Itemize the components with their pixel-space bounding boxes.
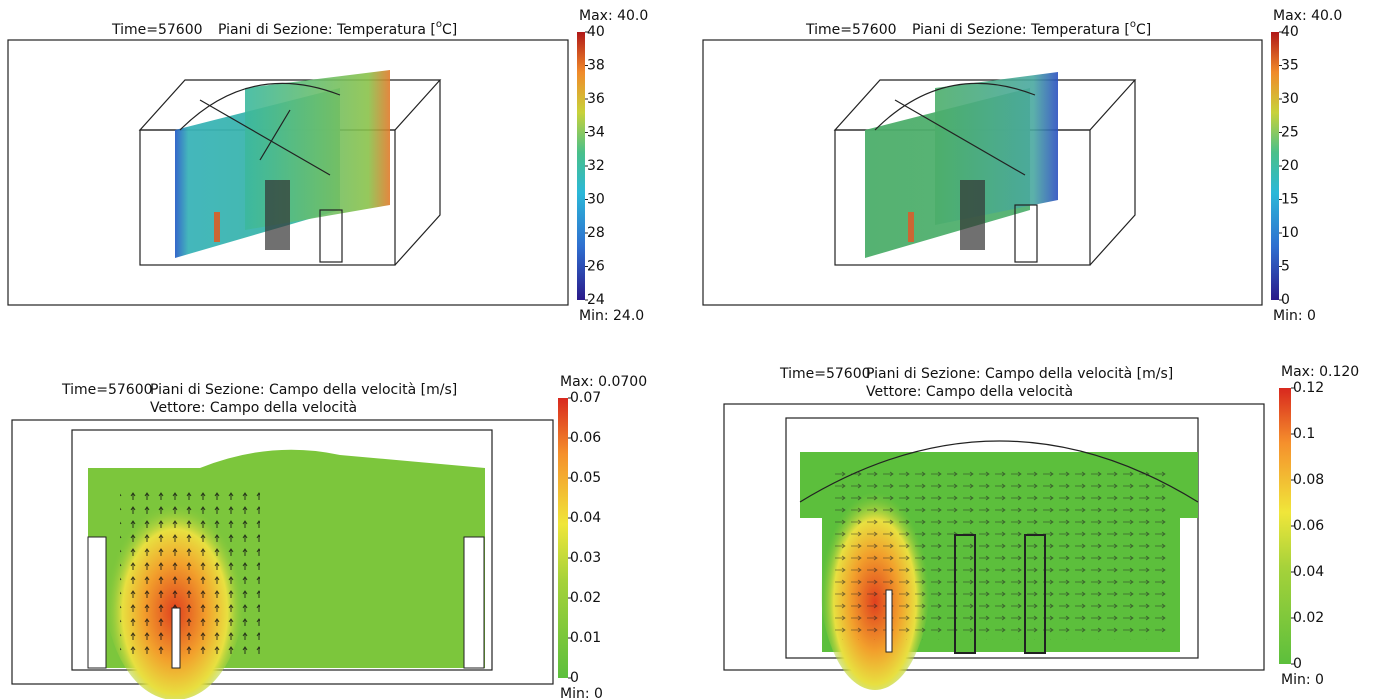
label-text: Piani di Sezione: Temperatura [: [912, 22, 1130, 38]
time-label: Time=57600: [805, 22, 897, 38]
colorbar-tick-label: 0.06: [570, 430, 601, 446]
colorbar-tick-label: 30: [587, 192, 605, 208]
colorbar-tick-label: 0.03: [570, 550, 601, 566]
panel-3-render: [12, 420, 553, 699]
colorbar-tick-label: 26: [587, 259, 605, 275]
colorbar-tick-label: 0.04: [1293, 564, 1324, 580]
time-label: Time=57600: [111, 22, 203, 38]
colorbar: [1279, 388, 1291, 664]
colorbar-tick-label: 0.1: [1293, 426, 1315, 442]
section-label: Piani di Sezione: Campo della velocità […: [150, 382, 457, 398]
time-label: Time=57600: [61, 382, 153, 398]
min-label: Min: 0: [1273, 308, 1316, 324]
label-text: Piani di Sezione: Campo della velocità […: [150, 382, 457, 398]
colorbar-tick-label: 0.12: [1293, 380, 1324, 396]
colorbar-tick-label: 34: [587, 125, 605, 141]
colorbar-tick-label: 32: [587, 158, 605, 174]
section-label: Piani di Sezione: Temperatura [oC]: [912, 19, 1151, 38]
max-label: Max: 0.120: [1281, 364, 1359, 380]
section-label: Piani di Sezione: Temperatura [oC]: [218, 19, 457, 38]
panel-1-render: [8, 40, 568, 305]
colorbar-tick-label: 24: [587, 292, 605, 308]
colorbar-tick-label: 15: [1281, 192, 1299, 208]
colorbar-tick-label: 0.07: [570, 390, 601, 406]
figure: Time=57600 Piani di Sezione: Temperatura …: [0, 0, 1378, 699]
colorbar-tick-label: 0.01: [570, 630, 601, 646]
colorbar-tick-label: 0.02: [570, 590, 601, 606]
colorbar-tick-label: 20: [1281, 158, 1299, 174]
colorbar-tick-label: 0.05: [570, 470, 601, 486]
colorbar: [1271, 32, 1279, 300]
colorbar: [558, 398, 568, 678]
colorbar-tick-label: 36: [587, 91, 605, 107]
min-label: Min: 0: [560, 686, 603, 699]
panel-2-render: [703, 40, 1262, 305]
colorbar-tick-label: 10: [1281, 225, 1299, 241]
colorbar-tick-label: 28: [587, 225, 605, 241]
label-text: Piani di Sezione: Temperatura [: [218, 22, 436, 38]
label-end: C]: [1136, 22, 1151, 38]
min-label: Min: 0: [1281, 672, 1324, 688]
colorbar-tick-label: 30: [1281, 91, 1299, 107]
colorbar-tick-label: 40: [587, 24, 605, 40]
vector-label: Vettore: Campo della velocità: [150, 400, 357, 416]
colorbar-tick-label: 0: [1293, 656, 1302, 672]
colorbar-tick-label: 35: [1281, 58, 1299, 74]
colorbar: [577, 32, 585, 300]
colorbar-tick-label: 0.08: [1293, 472, 1324, 488]
max-label: Max: 0.0700: [560, 374, 647, 390]
min-label: Min: 24.0: [579, 308, 644, 324]
colorbar-tick-label: 0.04: [570, 510, 601, 526]
vector-label: Vettore: Campo della velocità: [866, 384, 1073, 400]
colorbar-tick-label: 5: [1281, 259, 1290, 275]
label-end: C]: [442, 22, 457, 38]
colorbar-tick-label: 0: [1281, 292, 1290, 308]
colorbar-tick-label: 0: [570, 670, 579, 686]
max-label: Max: 40.0: [1273, 8, 1342, 24]
time-label: Time=57600: [779, 366, 871, 382]
colorbar-tick-label: 38: [587, 58, 605, 74]
max-label: Max: 40.0: [579, 8, 648, 24]
label-text: Piani di Sezione: Campo della velocità […: [866, 366, 1173, 382]
panel-4-render: [724, 404, 1264, 690]
colorbar-tick-label: 25: [1281, 125, 1299, 141]
colorbar-tick-label: 0.02: [1293, 610, 1324, 626]
colorbar-tick-label: 40: [1281, 24, 1299, 40]
section-label: Piani di Sezione: Campo della velocità […: [866, 366, 1173, 382]
colorbar-tick-label: 0.06: [1293, 518, 1324, 534]
